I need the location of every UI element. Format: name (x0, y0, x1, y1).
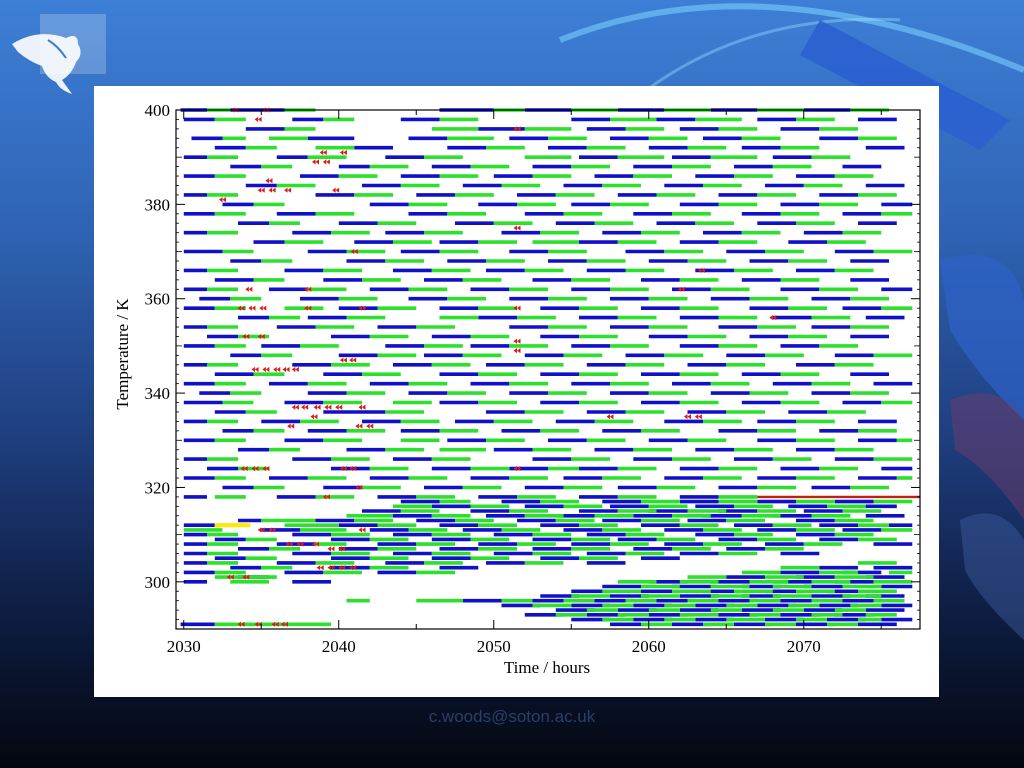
event-marker (319, 149, 327, 156)
y-tick-label: 380 (145, 195, 171, 214)
event-marker (684, 414, 691, 420)
event-marker (697, 267, 705, 274)
event-marker (240, 465, 248, 472)
event-marker (251, 366, 259, 373)
event-marker (358, 527, 366, 533)
y-axis-label: Temperature / K (113, 298, 132, 410)
y-tick-label: 320 (145, 478, 171, 497)
x-tick-label: 2040 (322, 637, 356, 656)
event-marker (513, 225, 521, 231)
event-marker (349, 357, 357, 363)
event-marker (281, 621, 288, 627)
event-marker (301, 404, 309, 410)
event-marker (271, 621, 279, 627)
x-tick-label: 2070 (787, 637, 821, 656)
event-marker (335, 404, 343, 410)
event-marker (219, 197, 226, 203)
dolphin-logo-icon (8, 14, 108, 98)
event-marker (273, 366, 281, 373)
event-marker (312, 159, 319, 165)
event-marker (327, 565, 335, 571)
event-marker (268, 527, 276, 533)
chart-panel: 2030 2040 2050 2060 2070 300 320 340 360 380 400 T… (94, 86, 939, 697)
tick-labels: 2030 2040 2050 2060 2070 300 320 340 360 380 400 (145, 101, 821, 656)
event-marker (310, 414, 318, 420)
event-marker (513, 305, 521, 311)
plot-border (175, 109, 921, 630)
event-marker (513, 338, 521, 344)
event-marker (327, 546, 335, 552)
event-marker (324, 404, 332, 410)
event-marker (226, 574, 234, 580)
event-marker (287, 423, 295, 429)
event-marker (339, 149, 347, 156)
event-marker (513, 348, 521, 354)
event-marker (338, 546, 346, 552)
event-marker (291, 366, 299, 373)
x-axis-label: Time / hours (504, 658, 590, 677)
series-green (183, 108, 913, 627)
event-marker (677, 286, 685, 292)
event-marker (248, 305, 256, 311)
event-marker (254, 621, 262, 627)
event-marker (316, 565, 324, 571)
chart-marks (180, 107, 920, 627)
event-marker (322, 494, 330, 500)
event-marker (355, 484, 363, 491)
footer-email: c.woods@soton.ac.uk (428, 707, 596, 726)
event-marker (349, 565, 357, 571)
event-marker (242, 333, 250, 340)
plot-frame (175, 109, 921, 630)
y-tick-label: 300 (145, 573, 171, 592)
event-marker (262, 366, 270, 373)
event-marker (296, 541, 304, 547)
event-marker (304, 305, 312, 311)
event-marker (355, 423, 363, 429)
y-tick-label: 400 (145, 101, 171, 120)
event-marker (350, 248, 358, 255)
event-marker (285, 541, 293, 547)
event-marker (282, 366, 290, 373)
event-marker (513, 126, 521, 132)
event-marker (349, 465, 357, 472)
event-marker (284, 187, 292, 193)
event-marker (338, 565, 346, 571)
event-marker (291, 404, 299, 410)
event-marker (265, 178, 273, 184)
chart-svg: 2030 2040 2050 2060 2070 300 320 340 360 380 400 T… (113, 101, 921, 677)
event-marker (237, 305, 245, 311)
x-tick-label: 2030 (167, 637, 201, 656)
x-tick-label: 2060 (632, 637, 666, 656)
event-marker (513, 465, 521, 472)
event-marker (257, 187, 265, 193)
y-tick-label: 360 (145, 290, 171, 309)
event-marker (268, 187, 276, 193)
event-marker (358, 305, 366, 311)
event-marker (259, 305, 267, 311)
event-marker (313, 404, 321, 410)
event-marker (322, 159, 330, 165)
event-marker (366, 423, 374, 429)
event-marker (237, 621, 245, 627)
event-marker (332, 187, 340, 193)
event-marker (257, 527, 265, 533)
event-marker (242, 574, 250, 580)
event-marker (339, 465, 347, 472)
x-tick-label: 2050 (477, 637, 511, 656)
event-marker (606, 414, 614, 420)
event-marker (304, 286, 312, 292)
event-marker (339, 357, 347, 363)
event-marker (262, 465, 270, 472)
event-marker (358, 404, 366, 410)
event-marker (769, 315, 777, 321)
event-marker (257, 333, 265, 340)
event-marker (245, 286, 253, 292)
event-marker (694, 414, 702, 420)
event-marker (254, 116, 262, 123)
y-tick-label: 340 (145, 384, 171, 403)
event-marker (251, 465, 259, 472)
event-marker (312, 541, 319, 547)
